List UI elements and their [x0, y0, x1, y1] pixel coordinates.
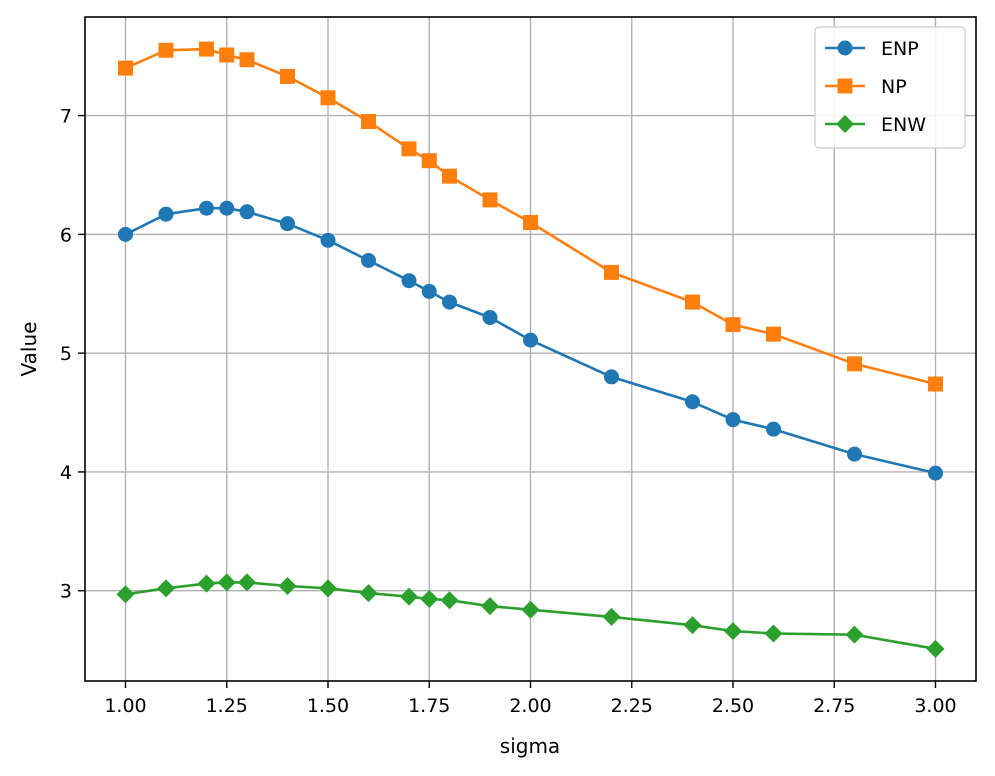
data-point-enw	[217, 573, 236, 592]
data-point-np	[725, 317, 741, 333]
data-point-enw	[319, 579, 337, 598]
data-point-np	[320, 90, 336, 106]
legend-marker-enw	[836, 115, 854, 133]
data-point-enp	[847, 446, 862, 462]
data-point-enp	[685, 394, 700, 410]
data-point-enp	[725, 412, 741, 428]
y-axis: 3 4 5 6 7	[60, 106, 85, 603]
legend-label-enw: ENW	[881, 114, 926, 136]
x-tick-label: 2.50	[712, 695, 754, 717]
data-point-enp	[482, 310, 498, 326]
series-enw	[116, 573, 945, 658]
data-point-enw	[359, 584, 378, 603]
series-layer	[116, 41, 945, 658]
data-point-np	[442, 168, 457, 184]
legend-item-enw: ENW	[825, 114, 926, 136]
y-tick-label: 3	[60, 581, 72, 603]
data-point-enp	[421, 283, 437, 299]
data-point-enw	[602, 607, 621, 626]
data-point-enw	[157, 579, 175, 598]
data-point-enw	[238, 573, 256, 592]
x-axis-label: sigma	[500, 734, 560, 758]
data-point-enw	[764, 624, 783, 643]
legend-marker-enp	[837, 40, 853, 56]
data-point-enw	[926, 639, 945, 658]
data-point-np	[523, 214, 538, 230]
series-enp	[118, 200, 943, 481]
data-point-enp	[361, 253, 376, 269]
legend-label-enp: ENP	[881, 38, 919, 60]
data-point-np	[361, 114, 376, 130]
data-point-np	[482, 192, 498, 208]
data-point-enw	[481, 597, 499, 616]
y-axis-label: Value	[17, 322, 41, 377]
data-point-enp	[928, 465, 943, 481]
data-point-enp	[320, 232, 336, 248]
x-tick-label: 2.25	[611, 695, 653, 717]
data-point-enw	[116, 585, 135, 604]
data-point-np	[685, 294, 700, 310]
data-point-enp	[219, 200, 235, 216]
data-point-np	[847, 356, 862, 372]
data-point-np	[239, 52, 255, 68]
data-point-np	[766, 326, 781, 342]
data-point-enw	[440, 591, 459, 610]
data-point-np	[118, 60, 133, 76]
data-point-np	[280, 68, 295, 84]
data-point-enp	[442, 294, 457, 310]
y-tick-label: 7	[60, 106, 72, 128]
legend-box	[814, 26, 966, 149]
data-point-np	[199, 41, 214, 57]
legend-marker-np	[837, 78, 853, 94]
data-point-enw	[400, 587, 418, 606]
data-point-enp	[239, 204, 255, 220]
data-point-enw	[420, 590, 439, 609]
x-tick-label: 3.00	[914, 695, 956, 717]
data-point-np	[604, 264, 619, 280]
series-np	[118, 41, 943, 392]
x-axis: 1.00 1.25 1.50 1.75 2.00 2.25 2.50 2.75 3.00	[104, 681, 957, 717]
x-tick-label: 1.00	[104, 695, 146, 717]
data-point-enw	[724, 622, 742, 641]
data-point-np	[401, 141, 417, 157]
data-point-enp	[401, 273, 417, 289]
data-point-enw	[521, 600, 540, 619]
data-point-enw	[683, 616, 702, 635]
data-point-enp	[158, 206, 174, 222]
data-point-np	[421, 153, 437, 169]
legend: ENP NP ENW	[814, 26, 966, 149]
legend-item-np: NP	[825, 76, 907, 98]
x-tick-label: 2.75	[813, 695, 855, 717]
y-tick-label: 4	[60, 462, 72, 484]
data-point-enw	[278, 576, 297, 595]
y-tick-label: 5	[60, 343, 72, 365]
x-tick-label: 2.00	[509, 695, 551, 717]
legend-label-np: NP	[881, 76, 907, 98]
data-point-enp	[199, 200, 214, 216]
data-point-np	[158, 42, 174, 58]
data-point-enw	[197, 574, 216, 593]
data-point-enp	[118, 226, 133, 242]
x-tick-label: 1.50	[307, 695, 349, 717]
data-point-enp	[523, 332, 538, 348]
y-tick-label: 6	[60, 224, 72, 246]
data-point-enp	[280, 216, 295, 232]
x-tick-label: 1.25	[206, 695, 248, 717]
data-point-enw	[845, 625, 864, 644]
data-point-enp	[766, 421, 781, 437]
data-point-np	[219, 47, 235, 63]
legend-item-enp: ENP	[825, 38, 919, 60]
data-point-np	[928, 376, 943, 392]
data-point-enp	[604, 369, 619, 385]
x-tick-label: 1.75	[408, 695, 450, 717]
